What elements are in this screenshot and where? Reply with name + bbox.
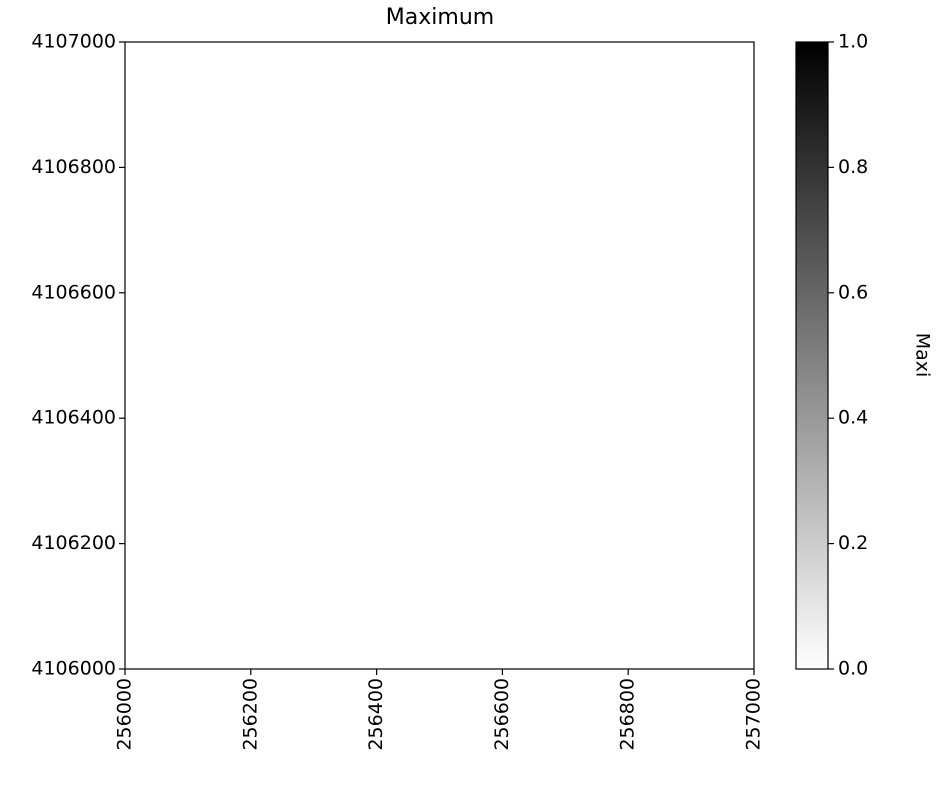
x-tick-label: 256600 bbox=[491, 678, 513, 751]
image-area bbox=[124, 41, 755, 670]
y-tick-label: 4106600 bbox=[31, 281, 116, 303]
y-tick-label: 4106800 bbox=[31, 156, 116, 178]
x-tick-label: 256800 bbox=[617, 678, 639, 751]
colorbar-tick-label: 0.6 bbox=[838, 281, 868, 303]
x-tick-label: 256200 bbox=[239, 678, 261, 751]
chart-title: Maximum bbox=[386, 5, 494, 30]
colorbar-tick-label: 0.2 bbox=[838, 532, 868, 554]
y-tick-label: 4106400 bbox=[31, 407, 116, 429]
colorbar-tick-label: 0.0 bbox=[838, 658, 868, 680]
colorbar-tick-label: 0.4 bbox=[838, 407, 868, 429]
colorbar-tick-label: 0.8 bbox=[838, 156, 868, 178]
x-tick-label: 256000 bbox=[114, 678, 136, 751]
colorbar-label: Maxi bbox=[912, 333, 934, 378]
y-tick-label: 4107000 bbox=[31, 31, 116, 53]
y-tick-label: 4106000 bbox=[31, 658, 116, 680]
x-tick-label: 256400 bbox=[365, 678, 387, 751]
y-tick-label: 4106200 bbox=[31, 532, 116, 554]
colorbar-tick-label: 1.0 bbox=[838, 31, 868, 53]
x-tick-label: 257000 bbox=[743, 678, 765, 751]
colorbar bbox=[795, 41, 829, 670]
